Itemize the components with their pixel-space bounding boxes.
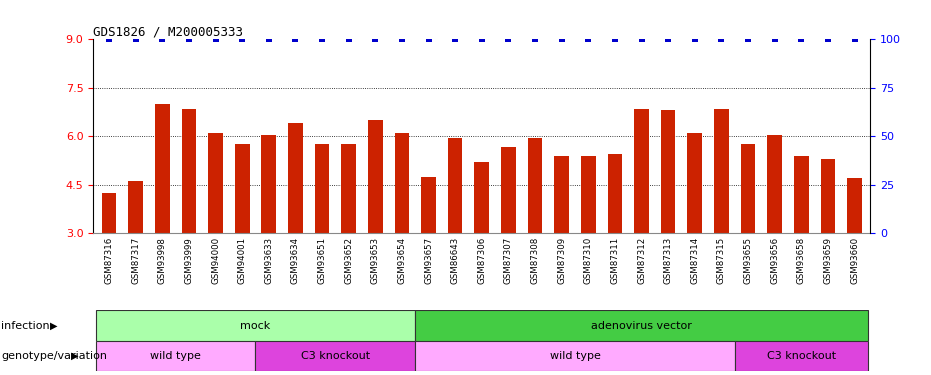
Bar — [794, 156, 809, 233]
Bar — [820, 159, 835, 233]
Bar — [255, 341, 415, 371]
Bar — [767, 135, 782, 233]
Bar — [415, 341, 735, 371]
Bar — [501, 147, 516, 233]
Text: GSM93634: GSM93634 — [290, 237, 300, 284]
Text: GSM94000: GSM94000 — [211, 237, 220, 284]
Text: GSM93633: GSM93633 — [264, 237, 274, 284]
Text: GSM87308: GSM87308 — [531, 237, 540, 284]
Bar — [395, 133, 410, 233]
Text: GSM93658: GSM93658 — [797, 237, 805, 284]
Bar — [475, 162, 489, 233]
Text: GSM87311: GSM87311 — [611, 237, 619, 284]
Bar — [661, 110, 676, 233]
Text: GSM93999: GSM93999 — [184, 237, 194, 284]
Text: GSM93652: GSM93652 — [344, 237, 353, 284]
Text: GSM87313: GSM87313 — [664, 237, 673, 284]
Text: GSM93654: GSM93654 — [398, 237, 407, 284]
Text: ▶: ▶ — [50, 321, 58, 331]
Text: GSM93660: GSM93660 — [850, 237, 859, 284]
Text: GSM87314: GSM87314 — [690, 237, 699, 284]
Bar — [415, 310, 868, 341]
Bar — [342, 144, 356, 233]
Bar — [448, 138, 463, 233]
Text: GSM87312: GSM87312 — [637, 237, 646, 284]
Bar — [155, 104, 169, 233]
Text: genotype/variation: genotype/variation — [1, 351, 107, 361]
Text: GSM86643: GSM86643 — [451, 237, 460, 284]
Text: C3 knockout: C3 knockout — [301, 351, 370, 361]
Bar — [714, 109, 729, 233]
Text: mock: mock — [240, 321, 271, 331]
Bar — [847, 178, 862, 233]
Text: GSM94001: GSM94001 — [237, 237, 247, 284]
Text: GSM87306: GSM87306 — [478, 237, 486, 284]
Text: GSM93651: GSM93651 — [317, 237, 327, 284]
Text: GSM93659: GSM93659 — [823, 237, 832, 284]
Text: GSM87315: GSM87315 — [717, 237, 726, 284]
Text: GSM87310: GSM87310 — [584, 237, 593, 284]
Bar — [101, 193, 116, 233]
Text: adenovirus vector: adenovirus vector — [591, 321, 692, 331]
Bar — [209, 133, 223, 233]
Text: ▶: ▶ — [71, 351, 78, 361]
Text: GDS1826 / M200005333: GDS1826 / M200005333 — [93, 25, 243, 38]
Text: GSM93998: GSM93998 — [158, 237, 167, 284]
Bar — [687, 133, 702, 233]
Text: infection: infection — [1, 321, 49, 331]
Bar — [581, 156, 596, 233]
Text: GSM87317: GSM87317 — [131, 237, 141, 284]
Text: GSM87316: GSM87316 — [104, 237, 114, 284]
Bar — [96, 310, 415, 341]
Bar — [554, 156, 569, 233]
Bar — [608, 154, 622, 233]
Bar — [262, 135, 277, 233]
Text: C3 knockout: C3 knockout — [767, 351, 836, 361]
Bar — [235, 144, 250, 233]
Text: GSM87309: GSM87309 — [557, 237, 566, 284]
Bar — [634, 109, 649, 233]
Text: GSM93656: GSM93656 — [770, 237, 779, 284]
Bar — [96, 341, 255, 371]
Bar — [421, 177, 436, 233]
Text: GSM93655: GSM93655 — [744, 237, 752, 284]
Bar — [288, 123, 303, 233]
Bar — [528, 138, 543, 233]
Text: wild type: wild type — [549, 351, 600, 361]
Bar — [128, 182, 143, 233]
Bar — [315, 144, 330, 233]
Text: GSM93653: GSM93653 — [371, 237, 380, 284]
Bar — [741, 144, 755, 233]
Text: GSM93657: GSM93657 — [424, 237, 433, 284]
Bar — [182, 109, 196, 233]
Bar — [735, 341, 868, 371]
Text: GSM87307: GSM87307 — [504, 237, 513, 284]
Text: wild type: wild type — [150, 351, 201, 361]
Bar — [368, 120, 383, 233]
